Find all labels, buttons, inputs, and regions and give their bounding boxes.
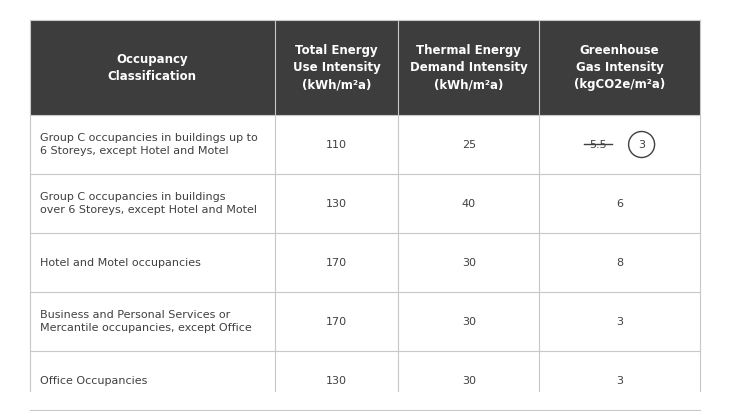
Text: Thermal Energy
Demand Intensity
(kWh/m²a): Thermal Energy Demand Intensity (kWh/m²a…	[410, 44, 528, 91]
Bar	[30, 174, 700, 233]
Text: 170: 170	[326, 316, 347, 326]
Text: Group C occupancies in buildings up to
6 Storeys, except Hotel and Motel: Group C occupancies in buildings up to 6…	[40, 133, 258, 156]
Text: 3: 3	[616, 376, 623, 386]
Text: 3: 3	[616, 316, 623, 326]
Text: Greenhouse
Gas Intensity
(kgCO2e/m²a): Greenhouse Gas Intensity (kgCO2e/m²a)	[574, 44, 665, 91]
Text: 8: 8	[616, 258, 623, 268]
Text: Hotel and Motel occupancies: Hotel and Motel occupancies	[40, 258, 201, 268]
Bar	[30, 233, 700, 292]
Text: 6: 6	[616, 199, 623, 208]
Bar	[30, 351, 700, 410]
Text: Group C occupancies in buildings
over 6 Storeys, except Hotel and Motel: Group C occupancies in buildings over 6 …	[40, 192, 257, 215]
Bar	[30, 20, 700, 115]
Text: 30: 30	[462, 376, 476, 386]
Text: 5.5: 5.5	[589, 139, 607, 150]
Text: 30: 30	[462, 258, 476, 268]
Text: 130: 130	[326, 199, 347, 208]
Text: Office Occupancies: Office Occupancies	[40, 376, 147, 386]
Text: 110: 110	[326, 139, 347, 150]
Text: 3: 3	[638, 139, 645, 150]
Bar	[30, 292, 700, 351]
Text: Occupancy
Classification: Occupancy Classification	[108, 53, 197, 83]
Text: 130: 130	[326, 376, 347, 386]
Text: 30: 30	[462, 316, 476, 326]
Text: 170: 170	[326, 258, 347, 268]
Text: 40: 40	[462, 199, 476, 208]
Text: Business and Personal Services or
Mercantile occupancies, except Office: Business and Personal Services or Mercan…	[40, 310, 252, 333]
Text: 25: 25	[462, 139, 476, 150]
Text: Total Energy
Use Intensity
(kWh/m²a): Total Energy Use Intensity (kWh/m²a)	[293, 44, 380, 91]
Bar	[30, 115, 700, 174]
